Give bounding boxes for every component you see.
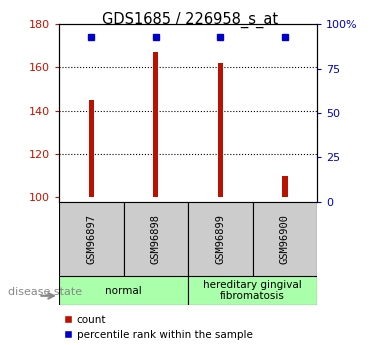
- Bar: [124, 202, 188, 276]
- Text: disease state: disease state: [8, 287, 82, 296]
- Bar: [253, 202, 317, 276]
- Text: GDS1685 / 226958_s_at: GDS1685 / 226958_s_at: [102, 12, 278, 28]
- Bar: [218, 63, 223, 197]
- Bar: [282, 176, 288, 197]
- Text: GSM96900: GSM96900: [280, 214, 290, 264]
- Bar: [89, 100, 94, 197]
- Bar: [188, 276, 317, 305]
- Bar: [153, 52, 158, 197]
- Bar: [188, 202, 253, 276]
- Text: GSM96898: GSM96898: [151, 214, 161, 264]
- Text: GSM96897: GSM96897: [86, 214, 96, 264]
- Text: GSM96899: GSM96899: [215, 214, 225, 264]
- Bar: [59, 276, 188, 305]
- Bar: [59, 202, 124, 276]
- Text: hereditary gingival
fibromatosis: hereditary gingival fibromatosis: [203, 280, 302, 302]
- Legend: count, percentile rank within the sample: count, percentile rank within the sample: [64, 315, 252, 340]
- Text: normal: normal: [105, 286, 142, 296]
